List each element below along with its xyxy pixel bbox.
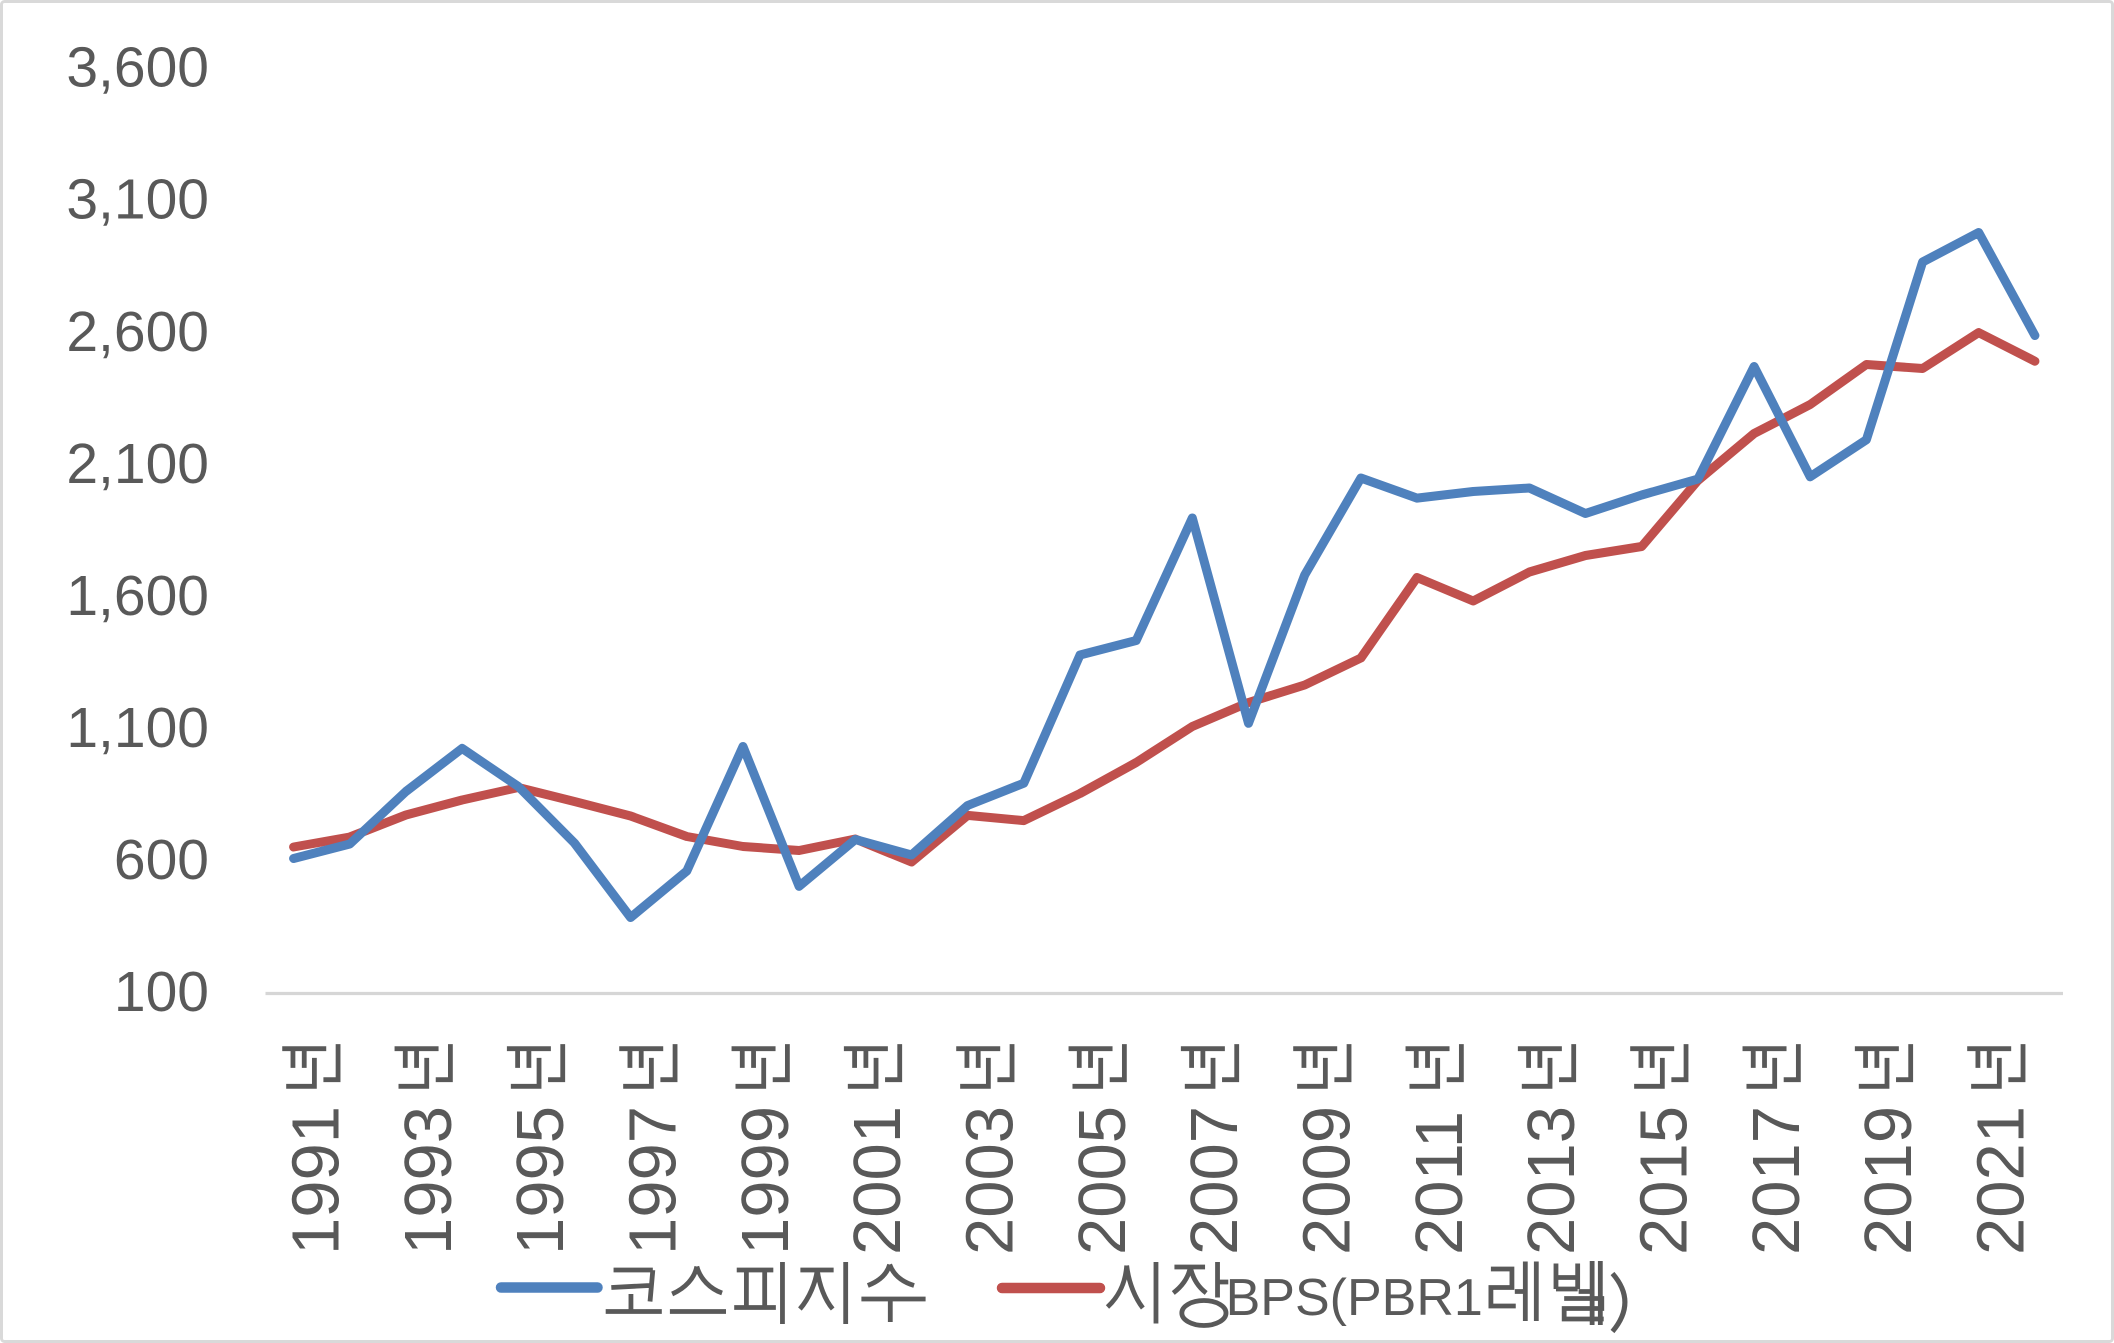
svg-text:2017: 2017 [1739,1106,1814,1255]
svg-text:1993: 1993 [391,1106,466,1255]
svg-text:2009: 2009 [1290,1106,1365,1255]
svg-text:2021: 2021 [1964,1106,2039,1255]
svg-text:600: 600 [114,828,209,892]
svg-text:2019: 2019 [1851,1106,1926,1255]
svg-text:100: 100 [114,960,209,1024]
svg-text:1999: 1999 [728,1106,803,1255]
svg-text:2013: 2013 [1514,1106,1589,1255]
svg-text:1,600: 1,600 [66,564,209,628]
svg-text:2,600: 2,600 [66,300,209,364]
svg-text:2005: 2005 [1065,1106,1140,1255]
svg-text:2007: 2007 [1177,1106,1252,1255]
svg-text:1997: 1997 [616,1106,691,1255]
svg-text:1,100: 1,100 [66,696,209,760]
svg-text:1991: 1991 [279,1106,354,1255]
svg-text:1995: 1995 [503,1106,578,1255]
svg-text:3,600: 3,600 [66,36,209,100]
svg-text:2001: 2001 [840,1106,915,1255]
svg-text:2011: 2011 [1402,1111,1477,1255]
svg-text:2015: 2015 [1627,1106,1702,1255]
svg-text:2,100: 2,100 [66,432,209,496]
svg-text:3,100: 3,100 [66,168,209,232]
svg-text:2003: 2003 [953,1106,1028,1255]
svg-text:BPS(PBR1: BPS(PBR1 [1226,1269,1483,1327]
